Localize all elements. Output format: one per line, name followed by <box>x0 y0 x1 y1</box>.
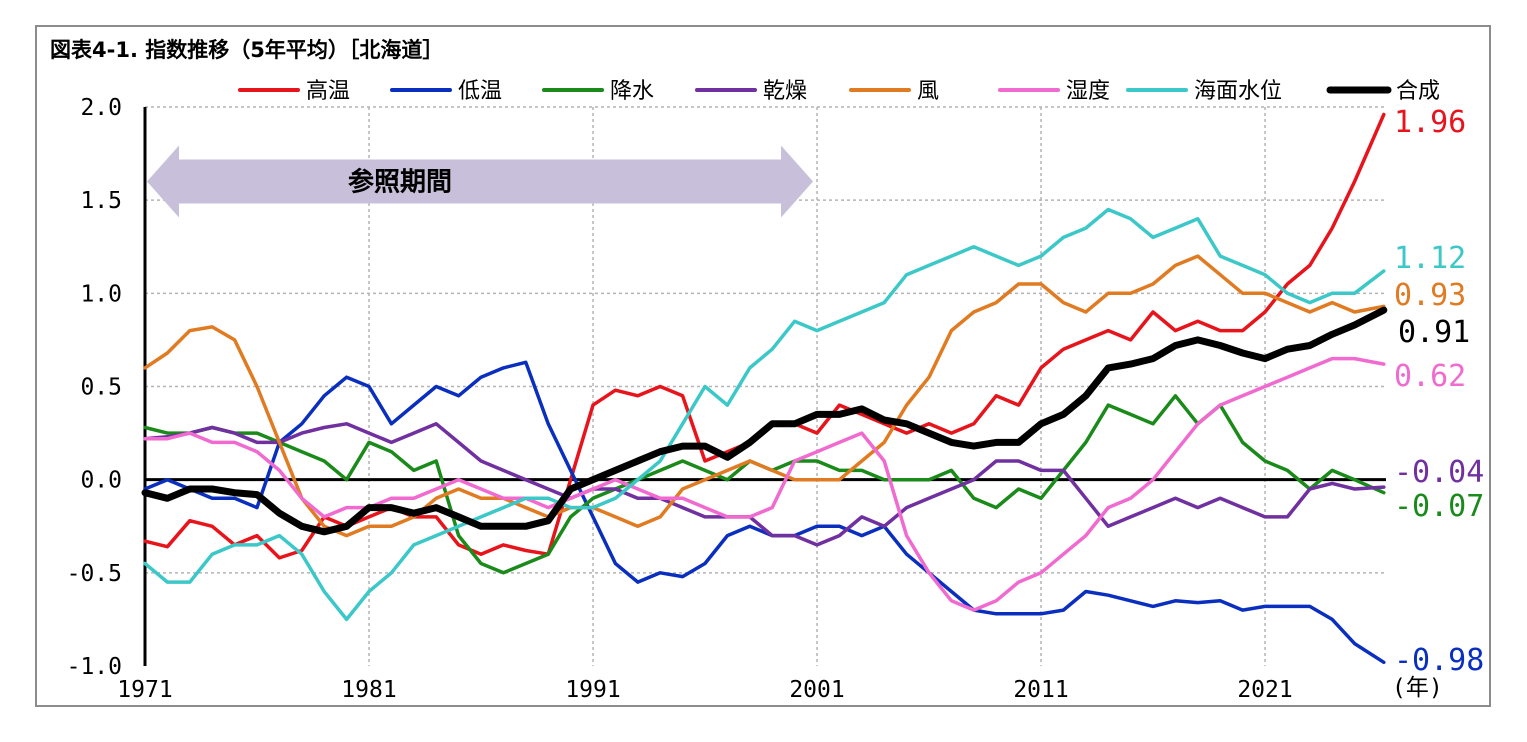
legend-label-高温: 高温 <box>306 79 350 104</box>
end-label-風: 0.93 <box>1394 278 1466 313</box>
end-label-海面水位: 1.12 <box>1394 241 1466 276</box>
legend-label-低温: 低温 <box>458 79 502 104</box>
legend-label-合成: 合成 <box>1396 79 1440 104</box>
end-label-降水: -0.07 <box>1394 489 1484 524</box>
legend-label-湿度: 湿度 <box>1066 79 1110 104</box>
series-line-湿度 <box>143 356 1386 612</box>
series-lines <box>141 112 1388 665</box>
y-tick-label: 0.5 <box>80 375 122 401</box>
legend-label-乾燥: 乾燥 <box>763 79 807 104</box>
series-line-合成 <box>141 306 1388 536</box>
end-label-高温: 1.96 <box>1394 105 1466 140</box>
y-tick-label: 2.0 <box>80 95 122 121</box>
x-tick-label: 2011 <box>1013 677 1068 703</box>
reference-period-label: 参照期間 <box>348 167 452 198</box>
series-line-風 <box>143 254 1386 538</box>
end-labels: 1.96 -0.98 -0.07-0.04 0.93 0.62 1.12 0.91 <box>1394 105 1484 678</box>
y-tick-label: 1.5 <box>80 188 122 214</box>
series-line-乾燥 <box>143 422 1386 547</box>
end-label-合成: 0.91 <box>1398 315 1470 350</box>
x-axis: 1971 1981 1991 2001 2011 2021 <box>117 677 1292 703</box>
series-line-海面水位 <box>143 207 1386 622</box>
legend: 高温 低温 降水 乾燥 風 湿度 海面水位 合成 <box>238 79 1440 104</box>
y-axis: 2.0 1.5 1.0 0.5 0.0 -0.5 -1.0 <box>67 95 1386 680</box>
legend-label-降水: 降水 <box>610 79 654 104</box>
y-tick-label: 0.0 <box>80 468 122 494</box>
x-tick-label: 1971 <box>117 677 172 703</box>
x-axis-unit-label: (年) <box>1392 675 1443 701</box>
chart-frame <box>35 25 1491 707</box>
end-label-低温: -0.98 <box>1394 643 1484 678</box>
legend-label-海面水位: 海面水位 <box>1194 79 1282 104</box>
reference-period: 参照期間 <box>147 145 814 218</box>
series-line-低温 <box>143 360 1386 665</box>
x-tick-label: 2001 <box>789 677 844 703</box>
end-label-乾燥: -0.04 <box>1394 455 1484 490</box>
y-tick-label: 1.0 <box>80 281 122 307</box>
y-tick-label: -1.0 <box>67 654 122 680</box>
end-label-湿度: 0.62 <box>1394 359 1466 394</box>
x-tick-label: 1991 <box>565 677 620 703</box>
chart-title: 図表4-1. 指数推移（5年平均）［北海道］ <box>50 38 444 62</box>
x-tick-label: 1981 <box>341 677 396 703</box>
y-tick-label: -0.5 <box>67 561 122 587</box>
x-tick-label: 2021 <box>1237 677 1292 703</box>
reference-period-arrow <box>147 145 814 218</box>
legend-label-風: 風 <box>917 79 939 104</box>
